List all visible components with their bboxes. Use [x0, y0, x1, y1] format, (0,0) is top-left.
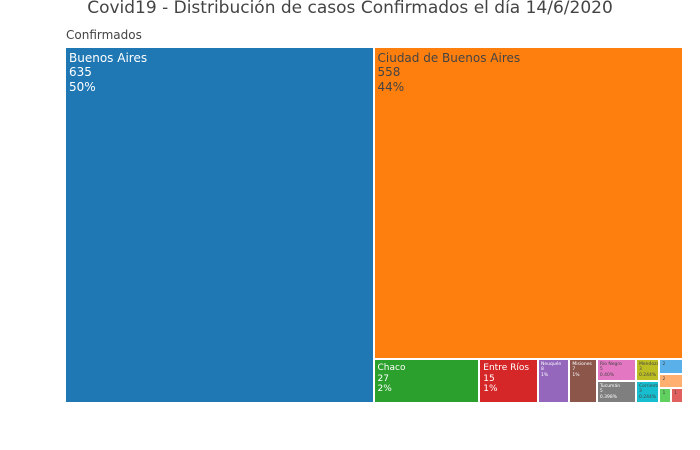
treemap-tile[interactable]: Buenos Aires 635 50% — [66, 48, 373, 402]
tile-value: 2 — [662, 376, 666, 382]
tile-label: Buenos Aires — [69, 51, 148, 65]
tile-value: 635 — [69, 65, 92, 80]
treemap-tile[interactable]: Chaco 27 2% — [374, 359, 479, 402]
tile-value: 1 — [662, 391, 666, 397]
treemap-tile[interactable]: Mendoza 3 0.244% — [636, 359, 659, 380]
tile-percent: 0.398% — [599, 394, 617, 400]
treemap-tile[interactable]: Tucumán 5 0.398% — [597, 381, 635, 402]
tile-value: 2 — [662, 361, 666, 367]
treemap-tile[interactable]: 1 — [660, 389, 671, 402]
tile-percent: 0.244% — [638, 394, 657, 400]
tile-percent: 0.244% — [638, 372, 657, 378]
tile-value: 558 — [377, 65, 401, 80]
tile-value: 3 — [638, 389, 642, 395]
tile-value: 1 — [674, 391, 678, 397]
tile-label: Ciudad de Buenos Aires — [377, 51, 521, 65]
treemap-tile[interactable]: 1 — [672, 389, 682, 402]
treemap-tile[interactable]: Entre Ríos 15 1% — [480, 359, 538, 402]
tile-value: 5 — [599, 389, 603, 395]
tile-label: Chaco — [377, 362, 406, 373]
treemap-tile[interactable]: Corrientes30.244% — [636, 381, 659, 402]
treemap-root-label[interactable]: Confirmados — [66, 28, 142, 42]
tile-value: 8 — [541, 367, 544, 373]
tile-value: 27 — [377, 373, 389, 384]
chart-title: Covid19 - Distribución de casos Confirma… — [87, 0, 613, 18]
tile-percent: 1% — [541, 372, 549, 378]
tile-percent: 1% — [572, 372, 580, 378]
tile-label: Neuquén — [541, 361, 562, 367]
tile-percent: 2% — [377, 384, 392, 395]
treemap-tile[interactable]: Ciudad de Buenos Aires 558 44% — [374, 48, 682, 358]
treemap-tile[interactable]: 2 — [660, 374, 682, 388]
tile-label: Río Negro — [599, 361, 622, 367]
tile-label: Corrientes — [638, 383, 659, 389]
tile-percent: 0.40% — [599, 372, 615, 378]
tile-label: Entre Ríos — [483, 362, 530, 373]
tile-percent: 50% — [69, 79, 96, 94]
treemap-tile[interactable]: Misiones 7 1% — [570, 359, 596, 402]
tile-value: 3 — [638, 367, 642, 373]
treemap-tile[interactable]: 2 — [660, 359, 682, 373]
treemap-tile[interactable]: Neuquén 8 1% — [539, 359, 569, 402]
tile-label: Mendoza — [638, 361, 659, 367]
tile-value: 7 — [572, 367, 576, 373]
treemap-tile[interactable]: Río Negro 5 0.40% — [597, 359, 635, 380]
tile-value: 5 — [599, 367, 603, 373]
tile-percent: 1% — [483, 384, 498, 395]
tile-label: Misiones — [572, 361, 592, 367]
tile-value: 15 — [483, 373, 495, 384]
tile-percent: 44% — [377, 79, 405, 94]
tile-label: Tucumán — [599, 383, 621, 389]
